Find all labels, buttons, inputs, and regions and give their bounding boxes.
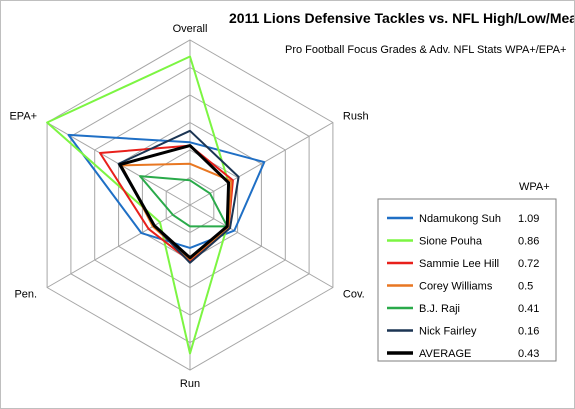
legend-wpa-value: 0.5 xyxy=(518,281,533,293)
axis-label-pen: Pen. xyxy=(14,289,37,301)
axis-label-overall: Overall xyxy=(173,23,208,35)
axis-spoke xyxy=(189,122,334,206)
chart-title: 2011 Lions Defensive Tackles vs. NFL Hig… xyxy=(229,10,574,26)
axis-label-epa+: EPA+ xyxy=(9,111,37,123)
axis-spoke xyxy=(46,204,191,288)
series-line-nick-fairley xyxy=(117,129,240,264)
axis-label-rush: Rush xyxy=(343,111,369,123)
legend-label: Sione Pouha xyxy=(419,236,483,248)
radar-series xyxy=(46,55,266,355)
axis-spoke xyxy=(189,204,334,288)
legend-header: WPA+ xyxy=(519,181,550,193)
series-line-ndamukong-suh xyxy=(67,133,266,249)
legend-label: Corey Williams xyxy=(419,281,493,293)
axis-label-run: Run xyxy=(180,378,200,390)
chart-subtitle: Pro Football Focus Grades & Adv. NFL Sta… xyxy=(285,44,566,56)
legend-label: Sammie Lee Hill xyxy=(419,258,499,270)
legend-wpa-value: 1.09 xyxy=(518,213,539,225)
legend-label: B.J. Raji xyxy=(419,303,460,315)
series-line-sammie-lee-hill xyxy=(99,144,234,263)
series-line-b-j-raji xyxy=(139,175,229,228)
legend-wpa-value: 0.72 xyxy=(518,258,539,270)
legend-label: Ndamukong Suh xyxy=(419,213,501,225)
radar-spokes xyxy=(46,40,334,370)
series-line-average xyxy=(118,144,231,260)
legend: WPA+ Ndamukong Suh 1.09 Sione Pouha 0.86 Sam… xyxy=(377,181,557,362)
legend-box xyxy=(377,198,557,362)
legend-items: Ndamukong Suh 1.09 Sione Pouha 0.86 Sammie L… xyxy=(387,213,539,360)
axis-labels: Overall Rush Cov. Run Pen. EPA+ xyxy=(9,23,368,390)
legend-label: Nick Fairley xyxy=(419,326,477,338)
legend-label: AVERAGE xyxy=(419,348,471,360)
axis-label-cov: Cov. xyxy=(343,289,365,301)
legend-wpa-value: 0.86 xyxy=(518,236,539,248)
legend-wpa-value: 0.16 xyxy=(518,326,539,338)
legend-wpa-value: 0.43 xyxy=(518,348,539,360)
legend-wpa-value: 0.41 xyxy=(518,303,539,315)
